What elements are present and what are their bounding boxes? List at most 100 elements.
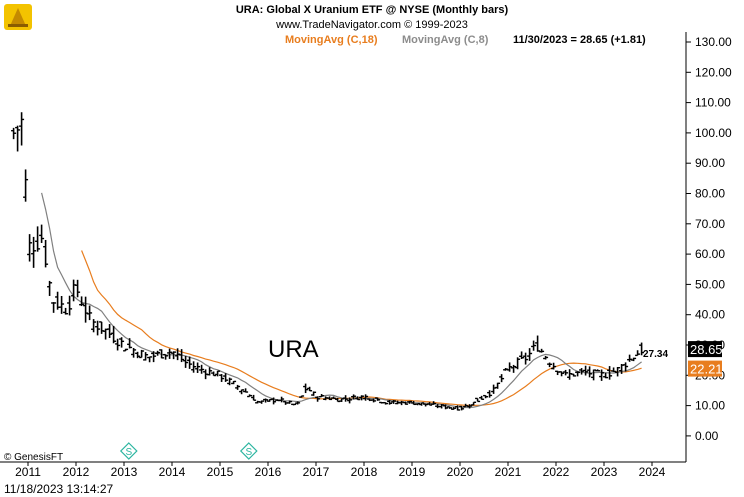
- ohlc-bar: [287, 400, 293, 404]
- ohlc-bar: [111, 325, 117, 344]
- x-tick-label: 2018: [351, 465, 378, 479]
- ohlc-bar: [631, 357, 637, 362]
- ma8-line: [41, 192, 642, 409]
- ohlc-bar: [491, 384, 497, 394]
- ohlc-bar: [19, 112, 25, 146]
- ohlc-bar: [239, 389, 245, 395]
- ohlc-bar: [315, 396, 321, 402]
- ohlc-bar: [327, 396, 333, 401]
- ohlc-bar: [479, 395, 485, 400]
- ohlc-bar: [527, 348, 533, 361]
- y-tick-label: 90.00: [695, 156, 725, 170]
- ohlc-bar: [31, 236, 37, 268]
- ohlc-bar: [87, 305, 93, 321]
- ohlc-bar: [163, 353, 169, 360]
- ma18-series: [81, 250, 642, 406]
- ohlc-bar: [403, 401, 409, 405]
- y-tick-label: 130.00: [695, 35, 732, 49]
- legend-ma8: MovingAvg (C,8): [402, 34, 489, 46]
- ohlc-bar: [487, 390, 493, 398]
- ohlc-bar: [339, 398, 345, 402]
- ohlc-bar: [515, 357, 521, 370]
- ohlc-bar: [199, 364, 205, 374]
- ohlc-bar: [279, 396, 285, 403]
- ohlc-bar: [363, 394, 369, 401]
- watermark: © GenesisFT: [4, 452, 63, 463]
- x-tick-label: 2023: [591, 465, 618, 479]
- ohlc-bar: [303, 383, 309, 394]
- trade-navigator-logo: [4, 4, 32, 30]
- y-tick-label: 110.00: [695, 96, 731, 110]
- ohlc-bar: [179, 349, 185, 363]
- ohlc-bar: [319, 394, 325, 398]
- ohlc-bar: [407, 400, 413, 404]
- legend-ma18: MovingAvg (C,18): [285, 34, 378, 46]
- ohlc-bar: [231, 380, 237, 385]
- ohlc-bar: [467, 404, 473, 409]
- ohlc-bar: [159, 349, 165, 359]
- ohlc-bar: [187, 356, 193, 369]
- y-tick-label: 50.00: [695, 277, 725, 291]
- ohlc-bar: [371, 398, 377, 403]
- ohlc-bar: [559, 371, 565, 377]
- ohlc-bar: [611, 367, 617, 373]
- ohlc-bar: [543, 355, 549, 360]
- chart-title: URA: Global X Uranium ETF @ NYSE (Monthl…: [236, 4, 509, 16]
- y-tick-label: 100.00: [695, 126, 732, 140]
- ohlc-bar: [107, 324, 113, 338]
- ohlc-bar: [23, 169, 29, 202]
- ohlc-bar: [251, 394, 257, 401]
- y-tick-label: 0.00: [695, 429, 719, 443]
- ohlc-bar: [259, 400, 265, 404]
- ohlc-bar: [27, 234, 33, 262]
- ohlc-bar: [415, 402, 421, 406]
- ohlc-bar: [167, 348, 173, 359]
- ohlc-bar: [419, 402, 425, 406]
- ohlc-bar: [43, 239, 49, 268]
- price-bars-series: [11, 112, 645, 411]
- x-tick-label: 2014: [159, 465, 186, 479]
- ohlc-bar: [51, 302, 57, 313]
- symbol-label: URA: [268, 336, 319, 363]
- ohlc-bar: [387, 400, 393, 405]
- ohlc-bar: [375, 397, 381, 401]
- ohlc-bar: [99, 321, 105, 334]
- ohlc-bar: [123, 348, 129, 352]
- last-quote: 11/30/2023 = 28.65 (+1.81): [513, 34, 646, 46]
- ohlc-bar: [39, 224, 45, 243]
- ohlc-bar: [47, 280, 53, 296]
- x-tick-label: 2016: [255, 465, 282, 479]
- x-tick-label: 2015: [207, 465, 234, 479]
- ma18-value-box: 22.21: [688, 360, 723, 377]
- ohlc-bar: [155, 350, 161, 356]
- ohlc-bar: [595, 369, 601, 372]
- ohlc-bar: [311, 391, 317, 396]
- x-tick-label: 2024: [639, 465, 666, 479]
- ohlc-bar: [59, 295, 65, 314]
- ohlc-bar: [519, 351, 525, 359]
- ohlc-bar: [431, 401, 437, 405]
- ohlc-bar: [615, 366, 621, 377]
- ohlc-bar: [207, 367, 213, 376]
- ohlc-bar: [439, 404, 445, 409]
- ohlc-bar: [191, 361, 197, 373]
- ohlc-bar: [95, 320, 101, 336]
- x-axis: 2011 2012 2013 2014 2015 2016 2017 2018 2019 2020…: [15, 462, 666, 479]
- ohlc-bar: [195, 362, 201, 373]
- ohlc-bar: [11, 127, 17, 140]
- ohlc-bar: [219, 374, 225, 382]
- ohlc-bar: [307, 386, 313, 392]
- ohlc-bar: [391, 400, 397, 404]
- ohlc-bar: [623, 362, 629, 372]
- ohlc-bar: [451, 407, 457, 410]
- ohlc-bar: [347, 397, 353, 404]
- ohlc-bar: [531, 340, 537, 351]
- ohlc-bar: [587, 366, 593, 378]
- y-tick-label: 60.00: [695, 247, 725, 261]
- ohlc-bar: [15, 125, 21, 152]
- ohlc-bar: [523, 352, 529, 365]
- y-tick-label: 70.00: [695, 217, 725, 231]
- ohlc-bar: [263, 398, 269, 403]
